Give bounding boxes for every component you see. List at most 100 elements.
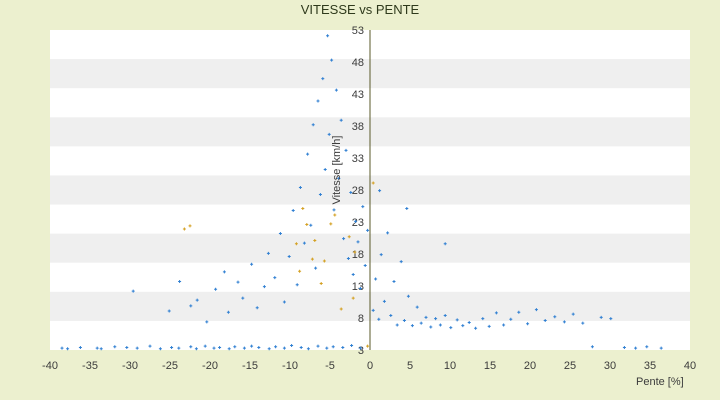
- highlight-point: [366, 344, 370, 348]
- x-tick-label: -15: [242, 360, 258, 372]
- data-point: [148, 344, 152, 348]
- data-point: [339, 118, 343, 122]
- data-point: [634, 346, 638, 350]
- data-point: [241, 296, 245, 300]
- data-point: [424, 315, 428, 319]
- data-point: [273, 276, 277, 280]
- x-tick-label: -20: [202, 360, 218, 372]
- data-point: [291, 208, 295, 212]
- data-point: [399, 260, 403, 264]
- highlight-point: [298, 269, 302, 273]
- y-tick-label: 43: [352, 89, 364, 101]
- data-point: [487, 324, 491, 328]
- data-point: [571, 312, 575, 316]
- data-point: [316, 344, 320, 348]
- data-point: [250, 262, 254, 266]
- data-point: [113, 345, 117, 349]
- data-point: [278, 232, 282, 236]
- data-point: [410, 324, 414, 328]
- y-tick-label: 28: [352, 185, 364, 197]
- data-point: [311, 123, 315, 127]
- data-point: [395, 323, 399, 327]
- data-point: [455, 318, 459, 322]
- data-point: [158, 347, 162, 351]
- data-point: [543, 319, 547, 323]
- highlight-point: [347, 235, 351, 239]
- data-point: [306, 347, 310, 351]
- data-point: [386, 231, 390, 235]
- data-point: [274, 345, 278, 349]
- data-point: [194, 347, 198, 351]
- data-point: [233, 345, 237, 349]
- data-point: [170, 345, 174, 349]
- data-point: [295, 283, 299, 287]
- x-tick-label: 20: [524, 360, 536, 372]
- data-point: [282, 300, 286, 304]
- y-axis-title: Vitesse [km/h]: [331, 136, 343, 205]
- data-point: [178, 280, 182, 284]
- data-point: [287, 255, 291, 259]
- data-point: [316, 99, 320, 103]
- data-point: [203, 344, 207, 348]
- data-point: [331, 345, 335, 349]
- data-point: [443, 242, 447, 246]
- highlight-point: [322, 259, 326, 263]
- data-point: [214, 287, 218, 291]
- data-point: [135, 346, 139, 350]
- x-tick-label: 5: [407, 360, 413, 372]
- data-point: [177, 346, 181, 350]
- data-point: [290, 344, 294, 348]
- data-point: [402, 319, 406, 323]
- highlight-point: [351, 296, 355, 300]
- x-tick-label: 0: [367, 360, 373, 372]
- x-tick-label: -35: [82, 360, 98, 372]
- data-point: [622, 345, 626, 349]
- x-axis-ticks: -40 -35 -30 -25 -20 -15 -10 -5 0 5 10 15 20 25 30 35 40: [42, 360, 696, 372]
- y-tick-label: 38: [352, 121, 364, 133]
- data-point: [429, 325, 433, 329]
- data-point: [250, 344, 254, 348]
- x-tick-label: 40: [684, 360, 696, 372]
- data-point: [645, 345, 649, 349]
- data-point: [337, 176, 341, 180]
- data-point: [659, 346, 663, 350]
- data-point: [236, 280, 240, 284]
- y-tick-label: 18: [352, 249, 364, 261]
- data-point: [461, 324, 465, 328]
- highlight-point: [188, 224, 192, 228]
- data-point: [299, 345, 303, 349]
- data-point: [415, 305, 419, 309]
- data-point: [195, 298, 199, 302]
- data-point: [562, 320, 566, 324]
- data-point: [78, 345, 82, 349]
- data-point: [282, 346, 286, 350]
- y-tick-label: 33: [352, 153, 364, 165]
- y-tick-label: 13: [352, 281, 364, 293]
- x-tick-label: -5: [325, 360, 335, 372]
- data-point: [358, 287, 362, 291]
- data-point: [334, 88, 338, 92]
- data-point: [95, 346, 99, 350]
- x-tick-label: -25: [162, 360, 178, 372]
- highlight-point: [301, 207, 305, 211]
- data-point: [389, 313, 393, 317]
- data-point: [363, 264, 367, 268]
- data-point: [131, 289, 135, 293]
- x-tick-label: 10: [444, 360, 456, 372]
- data-point: [125, 345, 129, 349]
- data-point: [502, 323, 506, 327]
- data-point: [205, 320, 209, 324]
- highlight-point: [294, 242, 298, 246]
- data-point: [323, 168, 327, 172]
- data-point: [306, 152, 310, 156]
- data-point: [326, 34, 330, 38]
- data-point: [222, 270, 226, 274]
- data-point: [553, 315, 557, 319]
- highlight-point: [305, 223, 309, 227]
- data-point: [361, 205, 365, 209]
- data-point: [350, 344, 354, 348]
- data-point: [406, 294, 410, 298]
- data-point: [242, 346, 246, 350]
- data-point: [419, 321, 423, 325]
